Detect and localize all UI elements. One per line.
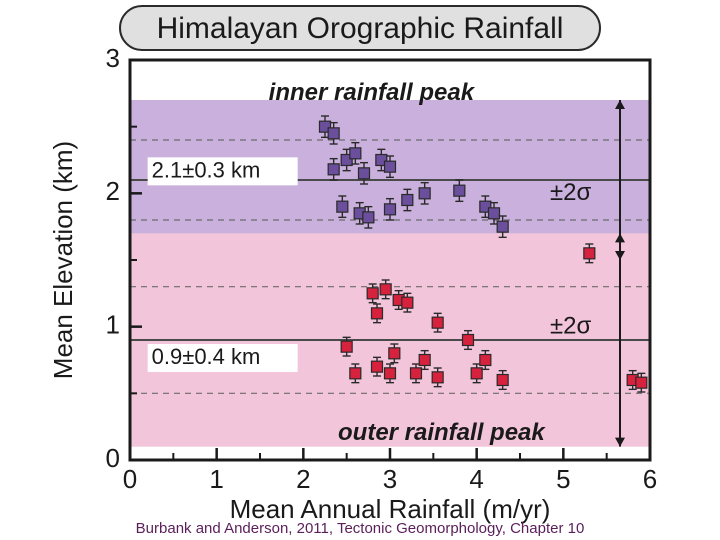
x-tick-label: 3 <box>383 464 397 494</box>
data-marker <box>463 335 474 346</box>
data-marker <box>359 168 370 179</box>
data-marker <box>471 368 482 379</box>
data-marker <box>584 248 595 259</box>
data-marker <box>489 208 500 219</box>
outer-peak-label: outer rainfall peak <box>338 419 546 446</box>
orographic-rainfall-chart: Himalayan Orographic Rainfall 0 1 2 3 4 5 6 0 1 2 3… <box>0 0 720 540</box>
y-axis-label: Mean Elevation (km) <box>48 141 78 379</box>
data-marker <box>432 317 443 328</box>
data-marker <box>337 201 348 212</box>
y-tick-label: 3 <box>106 43 120 73</box>
x-tick-label: 6 <box>643 464 657 494</box>
x-tick-label: 2 <box>296 464 310 494</box>
data-marker <box>350 368 361 379</box>
data-marker <box>454 185 465 196</box>
y-tick-label: 0 <box>106 443 120 473</box>
data-marker <box>380 284 391 295</box>
data-marker <box>497 375 508 386</box>
data-marker <box>419 188 430 199</box>
x-tick-label: 5 <box>556 464 570 494</box>
data-marker <box>350 148 361 159</box>
sigma-label: ±2σ <box>550 312 592 339</box>
data-marker <box>363 212 374 223</box>
source-credit: Burbank and Anderson, 2011, Tectonic Geo… <box>136 520 585 537</box>
sigma-label: ±2σ <box>550 179 592 206</box>
data-marker <box>636 377 647 388</box>
data-marker <box>385 368 396 379</box>
data-marker <box>402 195 413 206</box>
data-marker <box>341 341 352 352</box>
data-marker <box>432 372 443 383</box>
data-marker <box>389 348 400 359</box>
data-marker <box>497 221 508 232</box>
data-marker <box>480 355 491 366</box>
data-marker <box>367 288 378 299</box>
outer-mean-text: 0.9±0.4 km <box>152 344 261 369</box>
data-marker <box>385 204 396 215</box>
x-tick-label: 0 <box>123 464 137 494</box>
inner-mean-text: 2.1±0.3 km <box>152 157 261 182</box>
data-marker <box>372 308 383 319</box>
data-marker <box>419 355 430 366</box>
x-tick-label: 1 <box>209 464 223 494</box>
inner-peak-label: inner rainfall peak <box>269 79 476 106</box>
data-marker <box>372 361 383 372</box>
data-marker <box>328 164 339 175</box>
y-tick-label: 1 <box>106 310 120 340</box>
chart-title: Himalayan Orographic Rainfall <box>157 12 564 45</box>
data-marker <box>328 128 339 139</box>
y-tick-label: 2 <box>106 176 120 206</box>
data-marker <box>402 297 413 308</box>
data-marker <box>411 368 422 379</box>
x-tick-label: 4 <box>469 464 483 494</box>
data-marker <box>385 161 396 172</box>
